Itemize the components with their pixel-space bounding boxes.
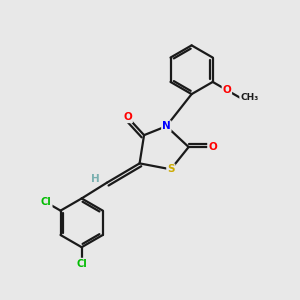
Text: O: O bbox=[208, 142, 217, 152]
Text: O: O bbox=[123, 112, 132, 122]
Text: CH₃: CH₃ bbox=[240, 93, 258, 102]
Text: Cl: Cl bbox=[41, 197, 52, 208]
Text: S: S bbox=[167, 164, 175, 174]
Text: N: N bbox=[162, 121, 171, 131]
Text: H: H bbox=[91, 174, 100, 184]
Text: Cl: Cl bbox=[76, 259, 87, 269]
Text: O: O bbox=[223, 85, 231, 95]
